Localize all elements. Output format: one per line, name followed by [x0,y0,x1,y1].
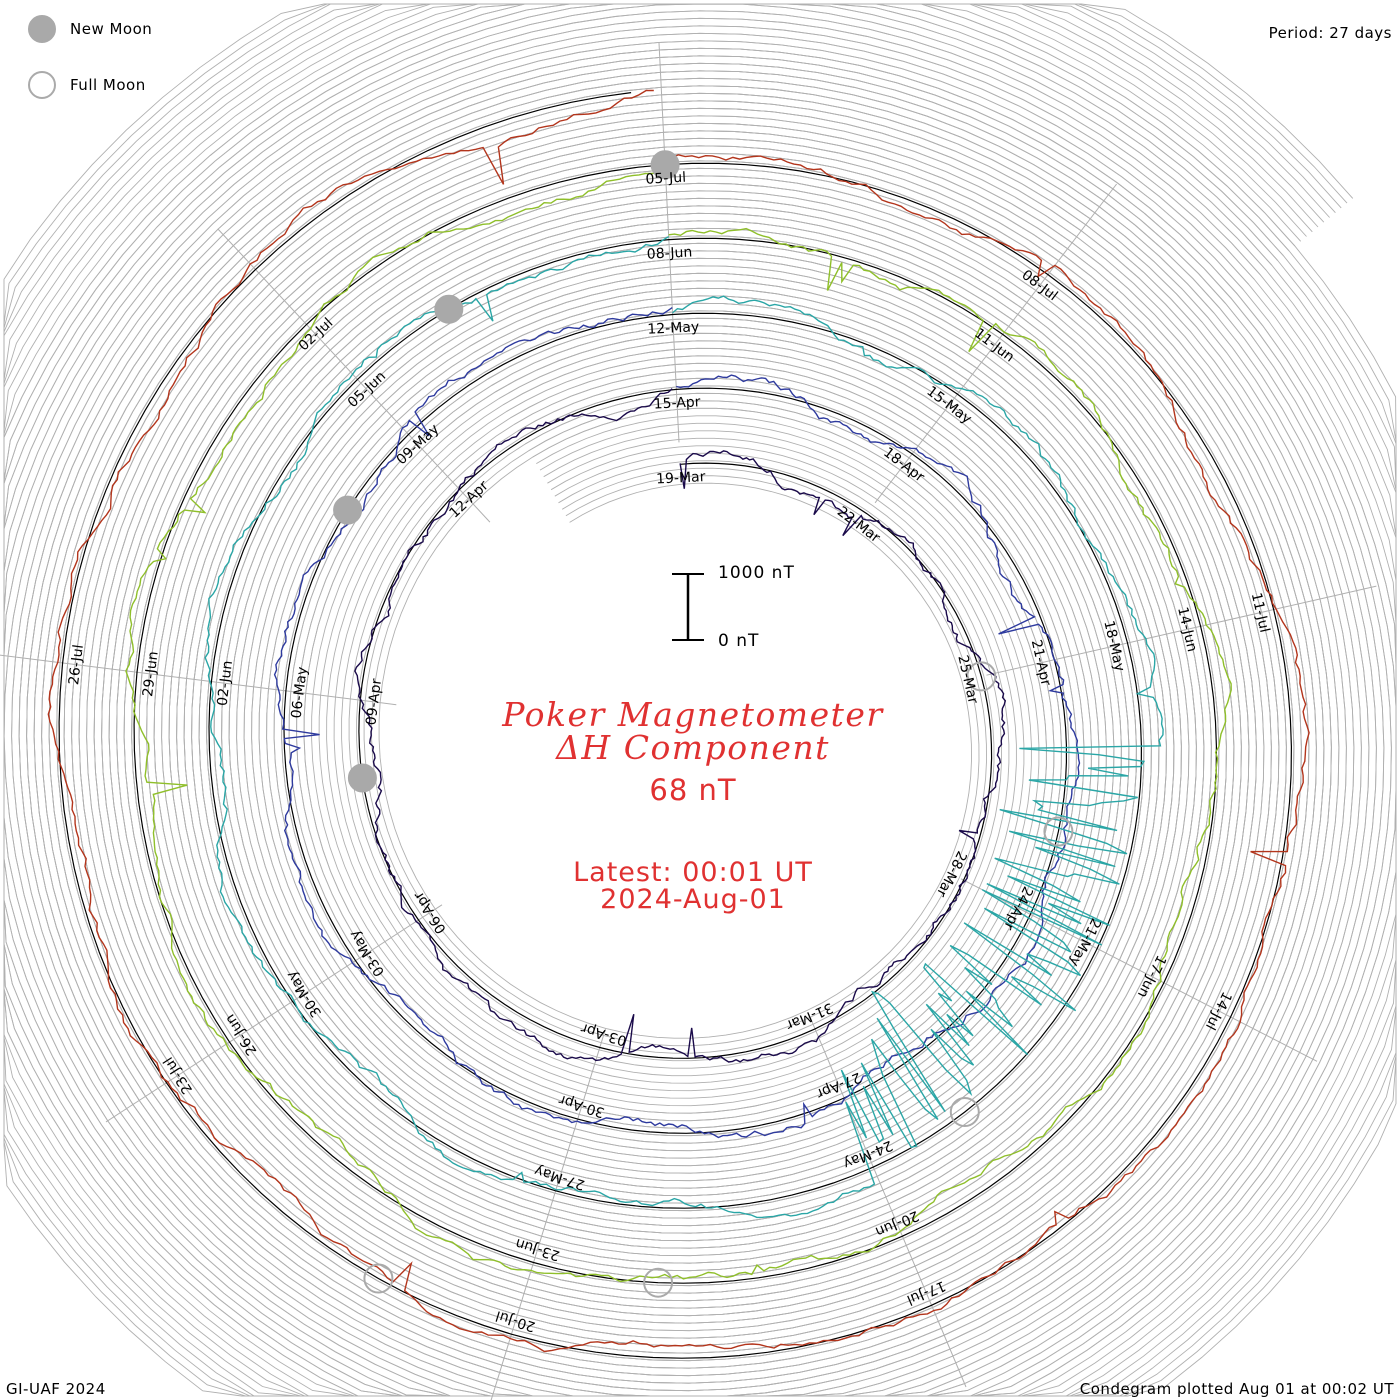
new-moon-marker [347,763,377,793]
full-moon-marker [949,1097,980,1127]
grid-spoke [0,654,397,706]
plotted-timestamp: Condegram plotted Aug 01 at 00:02 UT [1079,1380,1394,1398]
date-tick-label: 30-Apr [557,1091,607,1120]
date-tick-label: 02-Jun [215,660,237,707]
scale-bar [672,573,704,641]
series-line-rotation-1 [354,388,1007,1063]
legend-full-moon: Full Moon [28,71,146,99]
latest-time: Latest: 00:01 UT [573,857,813,888]
date-tick-label: 22-Mar [834,504,883,547]
chart-title: Poker Magnetometer [502,695,884,734]
legend-new-moon: New Moon [28,15,152,43]
credit-label: GI-UAF 2024 [6,1380,106,1398]
scale-bottom-label: 0 nT [718,631,760,651]
legend-full-moon-label: Full Moon [70,76,146,94]
moon-marker-layer [333,150,1074,1298]
grid-spoke [105,904,443,1123]
date-tick-label: 14-Jun [1174,605,1200,653]
date-tick-label: 03-Apr [579,1020,629,1049]
full-moon-marker [643,1267,674,1298]
date-tick-label: 27-May [533,1162,587,1193]
date-tick-label: 11-Jul [1248,591,1273,634]
grid-spoke [960,878,1318,1062]
grid-spoke [810,1018,967,1388]
grid-spoke [490,1028,607,1400]
date-tick-label: 26-Jun [222,1011,260,1058]
full-moon-icon [28,71,56,99]
date-tick-label: 08-Jun [646,244,692,262]
grid-layer [3,3,1397,1397]
date-tick-label: 05-Jul [645,170,686,188]
baseline-layer [58,92,1293,1359]
date-tick-label: 03-May [347,927,389,979]
chart-subtitle: ΔH Component [556,728,830,767]
date-tick-label: 29-Jun [140,650,162,697]
date-tick-label: 26-Jul [66,644,87,686]
grid-spoke [658,42,680,443]
period-label: Period: 27 days [1268,24,1392,42]
date-tick-label: 12-May [647,319,700,338]
legend-new-moon-label: New Moon [70,20,153,38]
current-value: 68 nT [649,773,737,807]
date-tick-label: 15-Apr [653,394,701,412]
date-tick-label: 17-Jun [1134,952,1169,1000]
new-moon-marker [333,495,363,525]
new-moon-icon [28,15,56,43]
full-moon-marker [1043,816,1074,847]
series-line-rotation-5 [47,89,1310,1353]
series-line-rotation-4 [125,169,1232,1283]
series-layer [47,89,1310,1353]
latest-date: 2024-Aug-01 [600,884,786,915]
full-moon-marker [966,661,997,692]
date-tick-label: 19-Mar [656,469,706,487]
new-moon-marker [650,150,680,180]
full-moon-marker [363,1263,394,1294]
grid-spoke [217,228,491,523]
grid-spoke [986,585,1377,676]
date-tick-label: 14-Jul [1202,989,1235,1032]
spoke-layer [0,42,1377,1400]
series-line-rotation-3 [204,235,1164,1219]
date-tick-label: 09-Apr [363,678,385,727]
grid-spiral [3,3,1397,1397]
date-tick-label: 23-Jul [161,1054,196,1097]
baseline-spiral [58,92,1293,1359]
grid-spoke [874,183,1117,504]
new-moon-marker [434,294,464,324]
scale-top-label: 1000 nT [718,563,795,583]
date-tick-label: 02-Jul [296,315,337,354]
series-line-rotation-2 [273,307,1081,1139]
date-tick-label: 06-May [289,666,311,719]
